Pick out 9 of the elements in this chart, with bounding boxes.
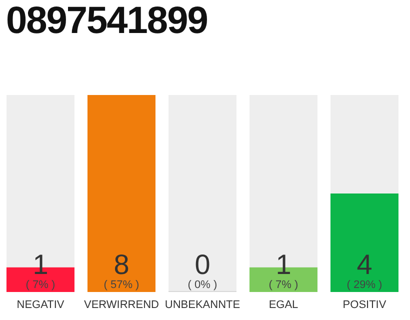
x-tick-label: EGAL bbox=[268, 298, 298, 311]
data-label: 4 ( 29% ) bbox=[346, 249, 382, 291]
data-label: 8 ( 57% ) bbox=[104, 249, 140, 291]
data-label: 0 ( 0% ) bbox=[188, 249, 218, 291]
chart-title: 0897541899 bbox=[6, 0, 208, 43]
x-tick-label: UNBEKANNTE bbox=[164, 298, 240, 311]
x-tick-label: POSITIV bbox=[342, 298, 387, 311]
x-tick-label: NEGATIV bbox=[16, 298, 65, 311]
x-tick-label: VERWIRREND bbox=[84, 298, 160, 311]
